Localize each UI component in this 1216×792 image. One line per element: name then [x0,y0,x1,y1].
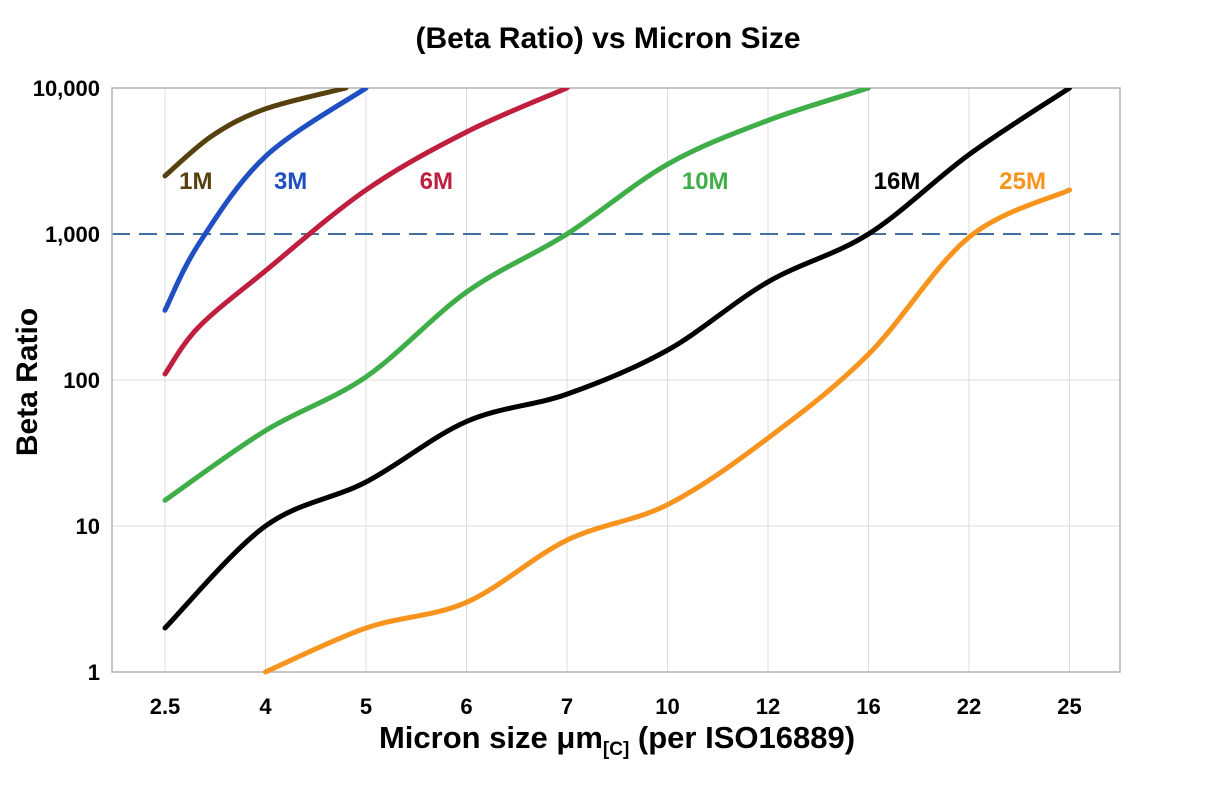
series-group [162,88,1072,675]
series-line-3M [162,88,369,313]
y-tick-label: 1,000 [45,222,100,247]
x-axis-title-main: Micron size μm [378,720,603,755]
series-line-6M [162,88,570,377]
plot-border [111,87,1121,673]
series-line-25M [263,187,1072,675]
x-tick-label: 10 [655,694,679,719]
y-tick-label: 1 [88,660,100,685]
x-tick-label: 25 [1057,694,1081,719]
series-line-16M [162,88,1072,631]
series-label-6M: 6M [420,168,453,195]
series-label-25M: 25M [999,168,1046,195]
series-label-10M: 10M [682,168,729,195]
x-tick-label: 2.5 [150,694,181,719]
x-tick-label: 22 [957,694,981,719]
x-axis-title-rest: (per ISO16889) [629,720,856,755]
chart-title: (Beta Ratio) vs Micron Size [415,22,801,55]
x-tick-label: 5 [360,694,372,719]
series-label-1M: 1M [179,168,212,195]
y-tick-label: 10 [76,514,100,539]
series-line-1M [162,88,349,179]
y-tick-label: 10,000 [33,76,100,101]
x-tick-label: 4 [259,694,272,719]
x-tick-label: 12 [756,694,780,719]
x-tick-label: 7 [561,694,573,719]
series-label-16M: 16M [874,168,921,195]
y-tick-label: 100 [63,368,100,393]
x-axis-title-subscript: [C] [602,739,630,760]
series-line-10M [162,88,871,503]
x-axis-title: Micron size μm[C] (per ISO16889) [0,720,1216,760]
x-tick-label: 6 [460,694,472,719]
series-label-3M: 3M [274,168,307,195]
x-tick-label: 16 [856,694,880,719]
